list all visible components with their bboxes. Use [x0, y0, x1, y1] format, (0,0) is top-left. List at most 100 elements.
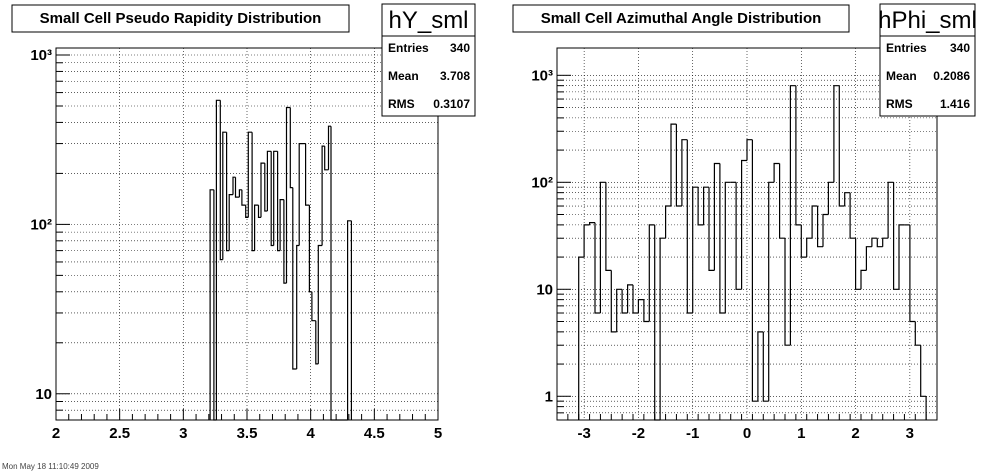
histogram-name: hPhi_sml — [878, 7, 977, 34]
histogram-bin — [865, 246, 872, 271]
histogram-name-box — [381, 3, 476, 37]
stat-label: Mean — [388, 69, 419, 83]
histogram-bin — [643, 299, 650, 323]
histogram-bin — [768, 181, 775, 402]
histogram-bin — [234, 177, 240, 198]
histogram-bin — [308, 205, 312, 293]
x-tick-label: -3 — [577, 425, 590, 442]
histogram-bin — [751, 139, 758, 402]
histogram-bin — [245, 205, 249, 218]
histogram-bin — [665, 205, 671, 239]
histogram-bin — [347, 220, 352, 420]
x-tick-label: 1 — [797, 425, 805, 442]
histogram-bin — [882, 237, 889, 247]
histogram-bin — [298, 143, 303, 246]
y-tick-label: 10 — [35, 386, 52, 403]
rapidity-histogram-panel: 2 2.5 3 3.5 4 4.5 5 10 10² 10³ Small Cell Pseudo R… — [11, 3, 476, 442]
histogram-bin — [254, 204, 259, 251]
histogram-bin — [909, 224, 916, 323]
histogram-bin — [232, 176, 236, 195]
histogram-bin — [257, 205, 261, 218]
histogram-bin — [610, 270, 617, 333]
histogram-bin — [893, 182, 899, 290]
histogram-bin — [279, 199, 284, 251]
histogram-bin — [226, 132, 230, 252]
histogram-bin — [209, 189, 214, 420]
y-tick-label: 10² — [531, 174, 553, 191]
stat-value: 0.3107 — [433, 97, 470, 111]
stat-label: Mean — [886, 69, 917, 83]
histogram-bin — [741, 159, 747, 290]
histogram-bin — [800, 224, 807, 258]
histogram-bin — [670, 123, 677, 206]
histogram-bin — [315, 320, 319, 365]
histogram-bin — [833, 85, 840, 183]
histogram-bin — [795, 85, 802, 226]
stats-box — [879, 35, 976, 117]
histogram-bin — [283, 199, 287, 284]
histogram-bin — [914, 321, 921, 346]
x-tick-label: 3.5 — [237, 425, 258, 442]
y-tick-label: 10³ — [531, 67, 553, 84]
histogram-bin — [806, 237, 813, 258]
histogram-bin — [844, 192, 851, 206]
stat-value: 340 — [950, 41, 970, 55]
histogram-bin — [285, 106, 291, 284]
histogram-bin — [289, 107, 293, 189]
histogram-bin — [219, 100, 223, 261]
histogram-bin — [681, 139, 688, 206]
histogram-name: hY_sml — [388, 7, 468, 34]
histogram-bin — [855, 238, 861, 290]
stat-value: 0.2086 — [933, 69, 970, 83]
title-box — [11, 4, 350, 33]
stats-box — [381, 35, 476, 117]
stat-label: RMS — [388, 97, 415, 111]
histogram-bin — [789, 85, 796, 346]
x-tick-label: 4 — [306, 425, 315, 442]
histogram-bin — [779, 163, 785, 239]
histogram-bin — [713, 162, 720, 271]
x-axis: 2 2.5 3 3.5 4 4.5 5 — [52, 409, 442, 442]
plot-frame — [556, 47, 938, 421]
histogram-bin — [277, 151, 281, 252]
histogram-bin — [898, 224, 905, 290]
x-tick-label: 4.5 — [364, 425, 385, 442]
histogram-bin — [321, 145, 325, 246]
histogram-bins — [578, 85, 927, 421]
y-axis: 10 10² 10³ — [30, 47, 70, 421]
histogram-bin — [317, 244, 323, 364]
x-tick-label: 2.5 — [109, 425, 130, 442]
histogram-bin — [838, 85, 845, 207]
histogram-bin — [822, 213, 829, 247]
y-axis: 1 10 10² 10³ — [531, 67, 571, 421]
y-tick-label: 10³ — [30, 47, 52, 64]
histogram-bin — [292, 187, 297, 370]
histogram-bin — [599, 181, 606, 313]
histogram-bin — [238, 189, 242, 198]
histogram-bin — [324, 146, 329, 171]
histogram-bin — [222, 131, 227, 260]
chart-title: Small Cell Pseudo Rapidity Distribution — [40, 10, 322, 27]
histogram-bin — [241, 189, 246, 206]
histogram-bin — [228, 194, 233, 251]
histogram-bin — [675, 124, 682, 207]
histogram-bin — [746, 139, 753, 161]
histogram-bin — [251, 132, 255, 252]
histogram-bin — [920, 345, 927, 397]
histogram-bin — [887, 181, 894, 239]
stat-label: RMS — [886, 97, 913, 111]
histogram-bin — [708, 187, 715, 271]
histogram-bin — [659, 237, 666, 420]
title-box — [512, 4, 850, 33]
azimuthal-histogram-panel: -3 -2 -1 0 1 2 3 1 10 10² 10³ Small Cell Azimuthal … — [512, 3, 977, 442]
histogram-bin — [762, 331, 769, 402]
histogram-bin — [735, 182, 742, 290]
x-tick-label: -2 — [632, 425, 645, 442]
x-tick-label: 2 — [52, 425, 60, 442]
histogram-bin — [616, 288, 623, 332]
histogram-bin — [311, 291, 316, 322]
histogram-bin — [627, 284, 633, 313]
histogram-bin — [784, 238, 791, 346]
histogram-bin — [583, 224, 590, 258]
